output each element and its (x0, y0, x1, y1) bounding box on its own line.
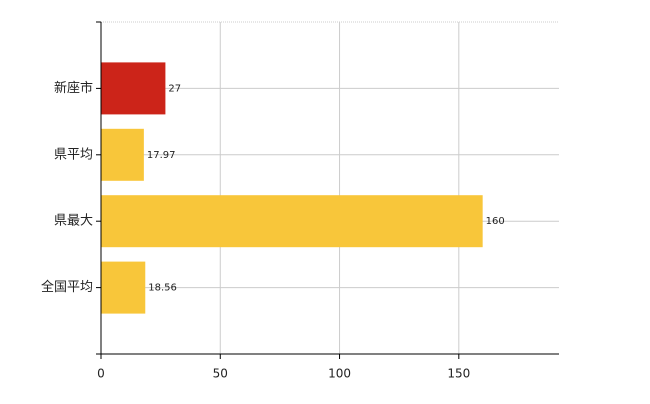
bar (101, 195, 483, 248)
y-tick-label: 全国平均 (41, 279, 93, 295)
value-label: 27 (168, 83, 181, 94)
y-tick-label: 県平均 (54, 147, 93, 162)
x-tick-label: 100 (328, 367, 351, 381)
value-label: 160 (486, 216, 505, 227)
value-label: 18.56 (148, 283, 177, 294)
bar (101, 261, 146, 314)
x-tick-label: 150 (447, 367, 470, 381)
bar (101, 62, 166, 115)
x-tick-label: 50 (213, 367, 228, 381)
bar (101, 128, 144, 181)
value-label: 17.97 (147, 150, 176, 161)
y-tick-label: 新座市 (54, 80, 93, 96)
y-tick-label: 県最大 (54, 214, 93, 229)
x-tick-label: 0 (97, 367, 105, 381)
